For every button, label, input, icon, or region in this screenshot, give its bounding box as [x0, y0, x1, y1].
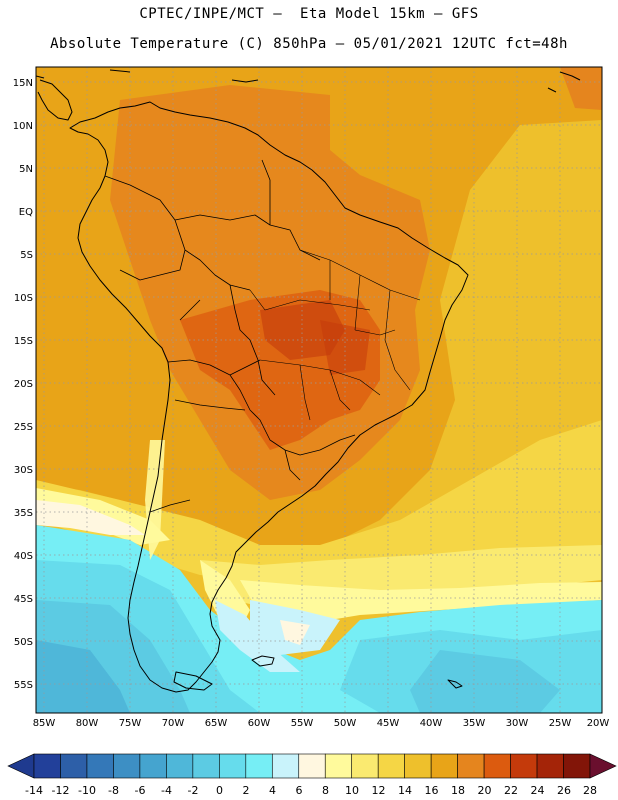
colorbar-labels: -14 -12 -10 -8 -6 -4 -2 0 2 4 6 8 10 12 …: [25, 784, 597, 797]
lat-label: EQ: [19, 207, 33, 218]
colorbar-label: 0: [216, 784, 223, 797]
caribbean-islands: [109, 69, 581, 93]
country-borders: [104, 159, 356, 513]
colorbar-right-arrow: [589, 753, 617, 779]
colorbar-label: 10: [345, 784, 359, 797]
lat-label: 10S: [14, 293, 33, 304]
colorbar-label: 16: [425, 784, 439, 797]
temperature-field: [36, 67, 602, 713]
lon-label: 85W: [33, 718, 56, 729]
coastlines: [36, 69, 581, 693]
falklands: [251, 655, 275, 667]
colorbar-label: 6: [296, 784, 303, 797]
colorbar-cell: [377, 753, 405, 779]
lon-label: 70W: [162, 718, 185, 729]
colorbar-label: 14: [398, 784, 412, 797]
colorbar-cell: [192, 753, 220, 779]
lat-label: 15S: [14, 336, 33, 347]
lat-label: 10N: [13, 121, 33, 132]
colorbar-cell: [139, 753, 167, 779]
colorbar-label: -12: [52, 784, 70, 797]
lon-label: 60W: [248, 718, 271, 729]
colorbar-label: 22: [504, 784, 518, 797]
colorbar-cell: [33, 753, 61, 779]
colorbar-cell: [166, 753, 194, 779]
title-line-2: Absolute Temperature (C) 850hPa – 05/01/…: [50, 36, 568, 52]
south-america-outline: [69, 101, 469, 693]
colorbar-label: 4: [269, 784, 276, 797]
lon-label: 40W: [420, 718, 443, 729]
colorbar-label: 2: [243, 784, 250, 797]
lat-label: 20S: [14, 379, 33, 390]
colorbar-label: 20: [478, 784, 492, 797]
colorbar-cell: [457, 753, 485, 779]
colorbar-cell: [298, 753, 326, 779]
colorbar-cell: [113, 753, 141, 779]
colorbar-cell: [245, 753, 273, 779]
colorbar-cells: [33, 753, 591, 779]
colorbar-label: 8: [322, 784, 329, 797]
lon-label: 35W: [463, 718, 486, 729]
latitude-axis: 15N 10N 5N EQ 5S 10S 15S 20S 25S 30S 35S…: [13, 78, 33, 691]
lon-label: 65W: [205, 718, 228, 729]
colorbar-label: -10: [78, 784, 96, 797]
lon-label: 50W: [334, 718, 357, 729]
lat-label: 55S: [14, 680, 33, 691]
colorbar-cell: [351, 753, 379, 779]
colorbar-cell: [404, 753, 432, 779]
lon-label: 80W: [76, 718, 99, 729]
lon-label: 55W: [291, 718, 314, 729]
lon-label: 75W: [119, 718, 142, 729]
lon-label: 45W: [377, 718, 400, 729]
colorbar-label: 24: [531, 784, 545, 797]
lon-label: 20W: [587, 718, 610, 729]
colorbar-cell: [271, 753, 300, 779]
colorbar-cell: [510, 753, 538, 779]
lat-label: 5S: [20, 250, 33, 261]
title-line-1: CPTEC/INPE/MCT – Eta Model 15km – GFS: [139, 6, 479, 22]
lat-label: 45S: [14, 594, 33, 605]
central-america: [37, 79, 73, 121]
south-georgia: [447, 679, 463, 689]
colorbar-cell: [324, 753, 353, 779]
colorbar-label: -8: [108, 784, 119, 797]
colorbar-label: 26: [557, 784, 571, 797]
colorbar-label: 12: [372, 784, 386, 797]
lon-label: 25W: [549, 718, 572, 729]
colorbar-label: -6: [135, 784, 146, 797]
colorbar: -14 -12 -10 -8 -6 -4 -2 0 2 4 6 8 10 12 …: [7, 753, 617, 797]
lat-label: 25S: [14, 422, 33, 433]
lat-label: 15N: [13, 78, 33, 89]
lat-label: 40S: [14, 551, 33, 562]
colorbar-label: 28: [583, 784, 597, 797]
colorbar-cell: [430, 753, 458, 779]
lat-label: 35S: [14, 508, 33, 519]
brazil-state-lines: [249, 249, 421, 421]
map-frame: [35, 66, 603, 714]
colorbar-label: -4: [161, 784, 172, 797]
tierra-del-fuego: [173, 671, 213, 691]
colorbar-cell: [563, 753, 591, 779]
lat-label: 30S: [14, 465, 33, 476]
lon-label: 30W: [506, 718, 529, 729]
colorbar-cell: [86, 753, 114, 779]
lat-label: 50S: [14, 637, 33, 648]
colorbar-cell: [60, 753, 88, 779]
longitude-axis: 85W 80W 75W 70W 65W 60W 55W 50W 45W 40W …: [33, 718, 610, 729]
lat-label: 5N: [19, 164, 33, 175]
colorbar-cell: [219, 753, 247, 779]
colorbar-label: -14: [25, 784, 43, 797]
colorbar-left-arrow: [7, 753, 35, 779]
colorbar-label: 18: [451, 784, 465, 797]
colorbar-label: -2: [188, 784, 199, 797]
colorbar-cell: [483, 753, 511, 779]
colorbar-cell: [536, 753, 564, 779]
